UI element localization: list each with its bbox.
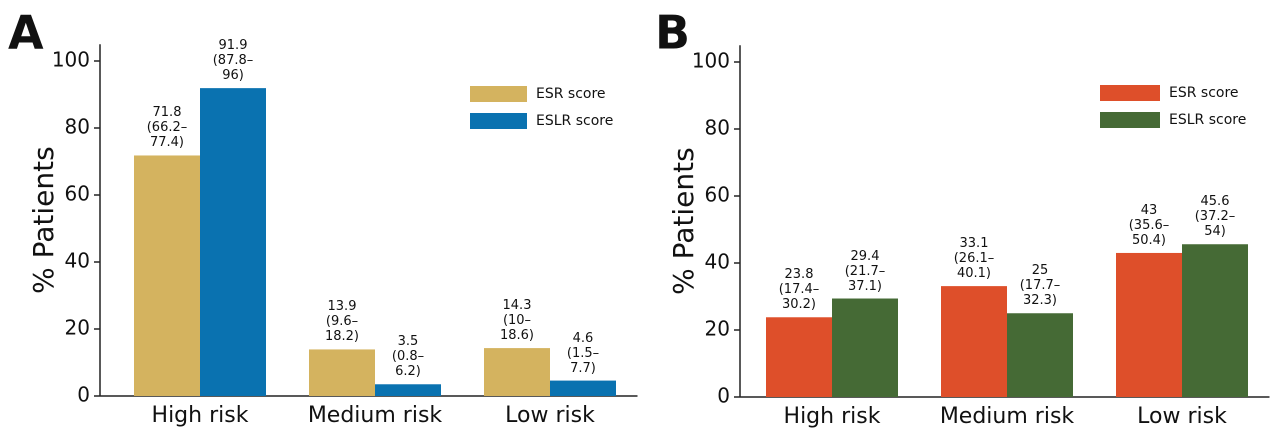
bar xyxy=(1007,313,1073,397)
y-tick-label: 60 xyxy=(705,183,730,207)
panel-label: A xyxy=(8,6,44,60)
value-label: 25 (17.7– 32.3) xyxy=(1019,263,1061,309)
y-tick-label: 40 xyxy=(705,250,730,274)
legend-label: ESLR score xyxy=(1169,112,1246,128)
legend-swatch xyxy=(1100,85,1160,101)
bar xyxy=(766,317,832,397)
value-label: 33.1 (26.1– 40.1) xyxy=(953,236,995,282)
x-tick-label: Low risk xyxy=(505,403,595,428)
y-tick-label: 60 xyxy=(65,182,90,206)
value-label: 14.3 (10– 18.6) xyxy=(499,298,535,344)
panel-label: B xyxy=(655,6,690,60)
y-axis-label: % Patients xyxy=(27,146,60,294)
bar xyxy=(309,349,375,396)
bar xyxy=(484,348,550,396)
value-label: 13.9 (9.6– 18.2) xyxy=(324,299,360,345)
y-axis-label: % Patients xyxy=(667,147,700,295)
legend-swatch xyxy=(1100,112,1160,128)
value-label: 4.6 (1.5– 7.7) xyxy=(566,330,600,376)
x-tick-label: Medium risk xyxy=(940,404,1075,428)
legend-swatch xyxy=(470,113,527,129)
value-label: 91.9 (87.8– 96) xyxy=(212,38,254,84)
bar xyxy=(941,286,1007,397)
legend-swatch xyxy=(470,86,527,102)
y-tick-label: 0 xyxy=(717,384,730,408)
y-tick-label: 20 xyxy=(65,316,90,340)
bar xyxy=(832,298,898,397)
legend-label: ESLR score xyxy=(536,113,613,129)
bar xyxy=(375,384,441,396)
value-label: 43 (35.6– 50.4) xyxy=(1128,202,1170,248)
y-tick-label: 80 xyxy=(65,115,90,139)
x-tick-label: Medium risk xyxy=(308,403,443,428)
y-tick-label: 40 xyxy=(65,249,90,273)
bar xyxy=(550,380,616,396)
y-tick-label: 100 xyxy=(52,48,90,72)
bar xyxy=(200,88,266,396)
y-tick-label: 20 xyxy=(705,317,730,341)
y-tick-label: 0 xyxy=(77,383,90,407)
y-tick-label: 100 xyxy=(692,49,730,73)
value-label: 23.8 (17.4– 30.2) xyxy=(778,267,820,313)
value-label: 3.5 (0.8– 6.2) xyxy=(391,334,425,380)
value-label: 71.8 (66.2– 77.4) xyxy=(146,105,188,151)
bar xyxy=(134,155,200,396)
x-tick-label: High risk xyxy=(784,404,881,428)
legend-label: ESR score xyxy=(536,86,606,102)
value-label: 45.6 (37.2– 54) xyxy=(1194,194,1236,240)
x-tick-label: Low risk xyxy=(1137,404,1227,428)
x-tick-label: High risk xyxy=(152,403,249,428)
legend-label: ESR score xyxy=(1169,85,1239,101)
y-tick-label: 80 xyxy=(705,116,730,140)
bar xyxy=(1116,252,1182,397)
value-label: 29.4 (21.7– 37.1) xyxy=(844,248,886,294)
bar xyxy=(1182,244,1248,397)
